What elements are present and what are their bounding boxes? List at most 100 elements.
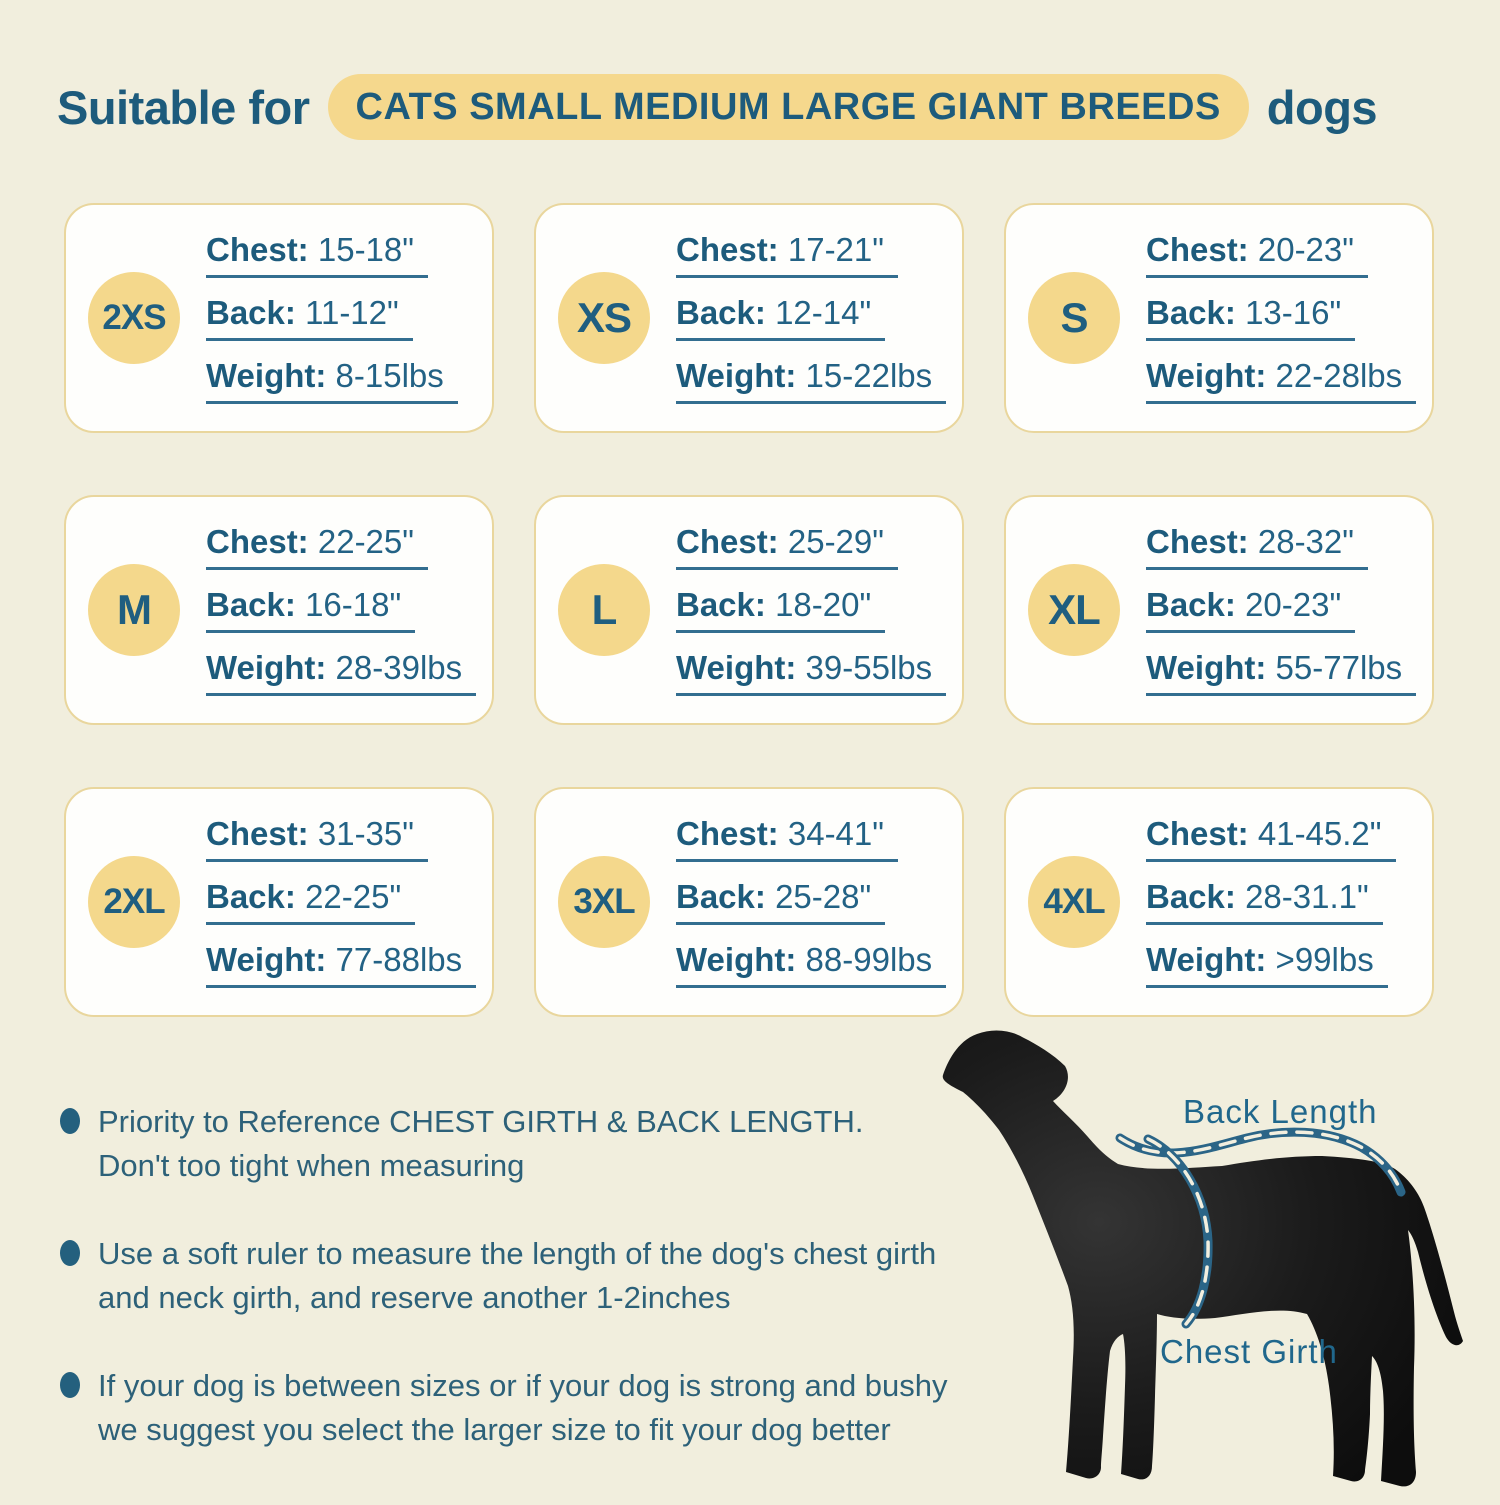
chest-value: 28-32" — [1257, 523, 1354, 561]
note-text: If your dog is between sizes or if your … — [98, 1368, 948, 1447]
weight-label: Weight: — [676, 648, 797, 686]
weight-row: Weight: 77-88lbs — [206, 940, 477, 988]
back-label: Back: — [206, 294, 296, 332]
size-badge-label: XL — [1048, 586, 1101, 633]
chest-row: Chest: 22-25" — [206, 523, 428, 571]
back-label: Back: — [676, 878, 766, 916]
weight-label: Weight: — [206, 940, 327, 978]
size-badge: 4XL — [1028, 856, 1120, 948]
size-badge: 3XL — [558, 856, 650, 948]
chest-value: 25-29" — [787, 523, 884, 561]
note-text: Priority to Reference CHEST GIRTH & BACK… — [98, 1104, 864, 1183]
note-item: Use a soft ruler to measure the length o… — [60, 1232, 948, 1320]
size-badge-label: 4XL — [1043, 882, 1105, 921]
size-card: 2XL Chest: 31-35" Back: 22-25" Weight: 7… — [64, 787, 494, 1017]
weight-row: Weight: 15-22lbs — [676, 356, 947, 404]
size-card: XL Chest: 28-32" Back: 20-23" Weight: 55… — [1004, 495, 1434, 725]
breeds-highlight-pill: CATS SMALL MEDIUM LARGE GIANT BREEDS — [327, 74, 1249, 140]
measurement-rows: Chest: 28-32" Back: 20-23" Weight: 55-77… — [1146, 523, 1417, 696]
weight-row: Weight: 8-15lbs — [206, 356, 458, 404]
chest-value: 34-41" — [787, 815, 884, 853]
back-row: Back: 18-20" — [676, 586, 886, 633]
dog-photo — [942, 1030, 1463, 1487]
size-badge-label: XS — [576, 294, 632, 341]
weight-value: 28-39lbs — [335, 648, 463, 686]
weight-value: 88-99lbs — [805, 940, 933, 978]
weight-label: Weight: — [676, 356, 797, 394]
chest-label: Chest: — [676, 815, 779, 853]
back-label: Back: — [676, 586, 766, 624]
size-badge: 2XS — [88, 272, 180, 364]
back-row: Back: 22-25" — [206, 878, 416, 925]
chest-girth-line-dashes — [1146, 1137, 1210, 1326]
back-row: Back: 25-28" — [676, 878, 886, 925]
chest-label: Chest: — [1146, 523, 1249, 561]
chest-row: Chest: 20-23" — [1146, 231, 1368, 279]
chest-label: Chest: — [206, 231, 309, 269]
size-badge-label: L — [591, 586, 618, 633]
weight-row: Weight: 88-99lbs — [676, 940, 947, 988]
weight-row: Weight: 22-28lbs — [1146, 357, 1417, 404]
back-label: Back: — [676, 294, 766, 332]
chest-label: Chest: — [676, 523, 779, 561]
back-row: Back: 28-31.1" — [1146, 878, 1383, 925]
measurement-rows: Chest: 22-25" Back: 16-18" Weight: 28-39… — [206, 523, 477, 696]
size-badge-label: M — [117, 586, 152, 633]
chest-label: Chest: — [206, 815, 309, 853]
size-badge: 2XL — [88, 856, 180, 948]
title-prefix: Suitable for — [57, 80, 310, 134]
chest-label: Chest: — [1146, 231, 1249, 269]
size-card: 4XL Chest: 41-45.2" Back: 28-31.1" Weigh… — [1004, 787, 1434, 1017]
back-value: 13-16" — [1245, 294, 1342, 332]
bullet-icon — [60, 1372, 80, 1398]
measurement-rows: Chest: 31-35" Back: 22-25" Weight: 77-88… — [206, 815, 477, 988]
weight-value: 77-88lbs — [335, 940, 463, 978]
back-label: Back: — [206, 878, 296, 916]
measurement-rows: Chest: 34-41" Back: 25-28" Weight: 88-99… — [676, 815, 947, 988]
size-badge-label: 2XL — [103, 882, 165, 921]
back-length-line-dashes — [1118, 1130, 1403, 1194]
chest-value: 17-21" — [787, 231, 884, 269]
chest-row: Chest: 17-21" — [676, 231, 898, 279]
chest-label: Chest: — [1146, 815, 1249, 853]
size-badge: S — [1028, 272, 1120, 364]
page-title: Suitable for CATS SMALL MEDIUM LARGE GIA… — [57, 72, 1378, 142]
measurement-rows: Chest: 15-18" Back: 11-12" Weight: 8-15l… — [206, 231, 458, 404]
breeds-highlight-text: CATS SMALL MEDIUM LARGE GIANT BREEDS — [355, 85, 1221, 128]
size-badge: L — [558, 564, 650, 656]
back-row: Back: 13-16" — [1146, 294, 1356, 341]
measuring-notes: Priority to Reference CHEST GIRTH & BACK… — [60, 1100, 948, 1496]
chest-value: 20-23" — [1257, 231, 1354, 269]
size-card: 2XS Chest: 15-18" Back: 11-12" Weight: 8… — [64, 203, 494, 433]
chest-value: 41-45.2" — [1257, 815, 1382, 853]
size-badge-label: 2XS — [102, 298, 166, 337]
size-card: S Chest: 20-23" Back: 13-16" Weight: 22-… — [1004, 203, 1434, 433]
chest-row: Chest: 15-18" — [206, 231, 428, 279]
weight-value: 15-22lbs — [805, 356, 933, 394]
size-badge: XS — [558, 272, 650, 364]
back-row: Back: 16-18" — [206, 586, 416, 633]
size-badge-label: 3XL — [573, 882, 635, 921]
back-length-label: Back Length — [1183, 1093, 1378, 1130]
note-text: Use a soft ruler to measure the length o… — [98, 1236, 937, 1315]
size-badge-label: S — [1060, 294, 1088, 341]
back-value: 11-12" — [305, 294, 399, 332]
back-value: 28-31.1" — [1245, 878, 1369, 916]
chest-row: Chest: 41-45.2" — [1146, 815, 1396, 863]
weight-label: Weight: — [1146, 648, 1267, 686]
size-badge: XL — [1028, 564, 1120, 656]
back-row: Back: 11-12" — [206, 294, 413, 341]
note-item: If your dog is between sizes or if your … — [60, 1364, 948, 1452]
chest-row: Chest: 25-29" — [676, 523, 898, 571]
title-suffix: dogs — [1266, 80, 1378, 134]
weight-value: 55-77lbs — [1275, 648, 1403, 686]
weight-value: 8-15lbs — [335, 356, 444, 394]
back-row: Back: 20-23" — [1146, 586, 1356, 633]
chest-value: 15-18" — [317, 231, 414, 269]
chest-label: Chest: — [206, 523, 309, 561]
chest-girth-label: Chest Girth — [1160, 1333, 1338, 1370]
note-item: Priority to Reference CHEST GIRTH & BACK… — [60, 1100, 948, 1188]
back-value: 16-18" — [305, 586, 402, 624]
weight-label: Weight: — [676, 940, 797, 978]
size-card: 3XL Chest: 34-41" Back: 25-28" Weight: 8… — [534, 787, 964, 1017]
